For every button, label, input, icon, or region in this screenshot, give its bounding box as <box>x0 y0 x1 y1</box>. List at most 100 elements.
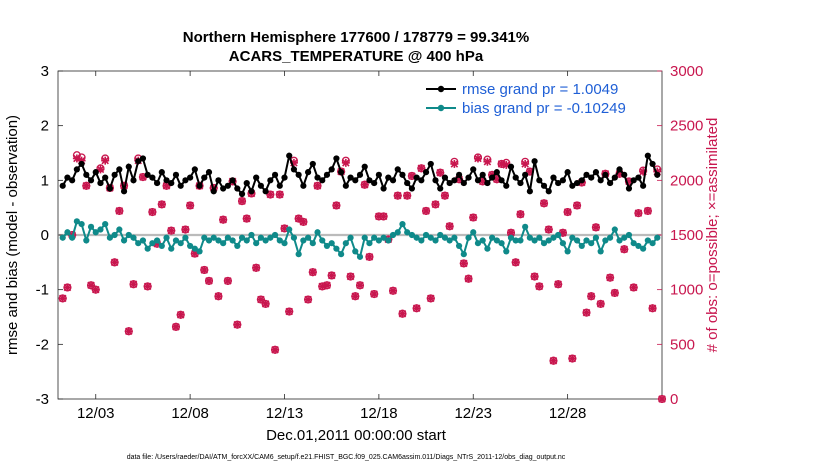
bias-point <box>215 237 222 244</box>
obs-assimilated-point <box>223 276 232 285</box>
rmse-point <box>569 182 576 189</box>
obs-assimilated-point <box>582 308 591 317</box>
obs-assimilated-point <box>242 214 251 223</box>
bias-point <box>163 234 170 241</box>
rmse-point <box>125 163 132 170</box>
rmse-point <box>611 174 618 181</box>
bias-point <box>564 248 571 255</box>
obs-assimilated-point <box>521 159 530 168</box>
rmse-point <box>295 171 302 178</box>
obs-assimilated-point <box>143 282 152 291</box>
rmse-point <box>276 182 283 189</box>
rmse-point <box>545 188 552 195</box>
bias-point <box>654 234 661 241</box>
rmse-point <box>182 177 189 184</box>
bias-point <box>583 237 590 244</box>
bias-point <box>389 231 397 239</box>
rmse-point <box>102 174 109 181</box>
rmse-point <box>531 158 538 165</box>
obs-assimilated-point <box>473 154 482 163</box>
tick-label-x: 12/28 <box>549 405 587 422</box>
rmse-point <box>588 174 595 181</box>
rmse-point <box>257 182 265 189</box>
obs-assimilated-point <box>332 201 341 210</box>
rmse-point <box>654 171 661 178</box>
legend-bias-label: bias grand pr = -0.10249 <box>462 100 626 117</box>
rmse-point <box>168 179 175 187</box>
bias-point <box>625 231 633 239</box>
obs-assimilated-point <box>431 200 440 209</box>
obs-assimilated-point <box>469 213 478 222</box>
bias-point <box>342 240 349 247</box>
bias-point <box>606 234 614 241</box>
tick-label-x: 12/13 <box>266 405 304 422</box>
bias-point <box>69 234 76 241</box>
rmse-point <box>290 166 298 173</box>
obs-assimilated-point <box>464 274 473 283</box>
bias-point <box>271 231 279 239</box>
obs-assimilated-point <box>356 281 364 290</box>
obs-assimilated-point <box>351 292 360 301</box>
obs-assimilated-point <box>403 191 412 200</box>
rmse-point <box>446 179 453 187</box>
rmse-point <box>135 158 142 165</box>
bias-point <box>220 240 227 247</box>
rmse-point <box>606 179 614 187</box>
obs-assimilated-point <box>214 292 223 301</box>
rmse-point <box>111 171 118 178</box>
right-tick-labels: 0 500 1000 1500 2000 2500 3000 <box>670 63 703 408</box>
bias-point <box>573 237 581 244</box>
bias-point <box>352 248 359 255</box>
obs-assimilated-point <box>101 156 110 165</box>
rmse-point <box>172 171 180 178</box>
tick-label-right: 3000 <box>670 63 703 80</box>
tick-label-right: 1000 <box>670 282 703 299</box>
rmse-point <box>323 171 331 178</box>
bias-point <box>304 234 312 241</box>
obs-assimilated-point <box>568 354 577 363</box>
bias-point <box>111 231 118 239</box>
legend-rmse-marker <box>437 85 445 93</box>
obs-assimilated-point <box>115 206 124 215</box>
y-axis-label-right: # of obs: o=possible; ×=assimilated <box>704 118 721 353</box>
bias-point <box>621 234 628 241</box>
rmse-point <box>451 177 458 184</box>
bias-point <box>437 231 444 239</box>
bias-point <box>191 245 198 252</box>
bias-point <box>616 237 623 244</box>
rmse-point <box>493 169 500 176</box>
obs-assimilated-point <box>573 201 582 210</box>
rmse-point <box>526 188 533 195</box>
bias-point <box>248 231 255 239</box>
obs-assimilated-point <box>596 299 605 308</box>
bias-point <box>470 229 477 236</box>
obs-assimilated-point <box>110 258 119 267</box>
rmse-point <box>139 155 147 162</box>
rmse-point <box>380 185 387 192</box>
legend-bias-marker <box>437 104 445 112</box>
tick-label-left: 1 <box>41 172 49 189</box>
rmse-point <box>592 169 600 176</box>
obs-assimilated-point <box>176 310 185 319</box>
bias-point <box>172 237 180 244</box>
rmse-point <box>87 177 95 184</box>
bias-point <box>314 229 321 236</box>
bias-point <box>380 234 387 241</box>
bias-point <box>404 229 411 236</box>
chart-subtitle: ACARS_TEMPERATURE @ 400 hPa <box>229 48 484 65</box>
obs-assimilated-point <box>389 286 398 295</box>
rmse-point <box>97 179 104 187</box>
rmse-point <box>404 179 411 187</box>
rmse-point <box>422 169 430 176</box>
tick-label-x: 12/23 <box>454 405 492 422</box>
bias-point <box>78 220 85 228</box>
bias-point <box>328 240 335 247</box>
obs-assimilated-point <box>124 327 133 336</box>
bias-point <box>205 237 213 244</box>
obs-assimilated-point <box>308 268 317 277</box>
bias-point <box>399 220 406 228</box>
rmse-point <box>300 182 307 189</box>
rmse-point <box>512 174 519 181</box>
obs-assimilated-point <box>360 180 369 189</box>
x-axis-label: Dec.01,2011 00:00:00 start <box>266 427 447 444</box>
